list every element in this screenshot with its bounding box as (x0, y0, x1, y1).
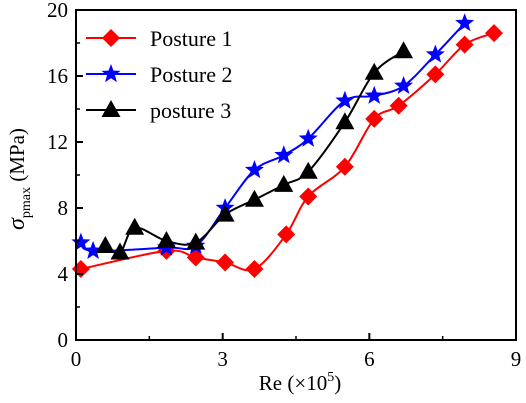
y-axis-title-sub: pmax (19, 187, 34, 218)
series-1-point (365, 109, 384, 128)
y-tick-label: 8 (58, 196, 69, 220)
series-2-point (335, 90, 355, 109)
series-layer (71, 13, 503, 279)
y-axis-title-unit: (MPa) (5, 128, 29, 187)
series-2-point (244, 160, 264, 179)
series-1-point (485, 24, 503, 43)
axis-titles: Re (×105) σpmax (MPa) (4, 128, 341, 395)
y-tick-label: 20 (47, 0, 68, 22)
x-axis-title: Re (×105) (259, 370, 341, 395)
legend-entry-1: Posture 1 (86, 26, 233, 51)
legend: Posture 1 Posture 2 posture 3 (86, 26, 233, 123)
series-3-point (394, 41, 414, 59)
series-3-point (274, 174, 294, 192)
series-2-point (425, 44, 445, 63)
series-1-point (335, 157, 354, 176)
series-1-point (186, 248, 205, 267)
series-3-point (298, 161, 318, 179)
series-3-point (215, 204, 235, 222)
x-tick-label: 6 (364, 347, 375, 371)
x-tick-label: 0 (71, 347, 82, 371)
series-1-point (71, 260, 90, 279)
series-2-point (364, 85, 384, 104)
x-tick-label: 3 (217, 347, 228, 371)
series-1 (71, 24, 503, 279)
y-tick-label: 12 (47, 130, 68, 154)
legend-marker (102, 29, 120, 47)
series-3-point (110, 242, 130, 260)
legend-label: Posture 1 (150, 26, 233, 51)
x-axis-title-close: ) (334, 371, 341, 395)
series-3-point (95, 235, 115, 253)
series-3-point (186, 232, 206, 250)
y-tick-label: 0 (58, 328, 69, 352)
y-axis-title-symbol: σ (4, 217, 30, 230)
y-axis-title: σpmax (MPa) (4, 128, 34, 230)
series-1-point (216, 253, 235, 272)
legend-entry-3: posture 3 (86, 98, 231, 123)
series-3-point (244, 189, 264, 207)
x-axis-title-sup: 5 (327, 370, 334, 385)
series-2-point (298, 128, 318, 147)
series-3 (95, 41, 414, 260)
series-1-point (426, 65, 445, 84)
legend-marker (101, 100, 121, 117)
series-1-point (277, 225, 296, 244)
series-2 (71, 13, 475, 259)
x-axis-title-main: Re (×10 (259, 371, 327, 395)
series-1-point (389, 96, 408, 115)
series-2-point (71, 232, 91, 251)
ticks-layer: 0 3 6 9 0 4 8 12 16 20 (47, 0, 521, 371)
legend-label: posture 3 (150, 98, 231, 123)
series-3-point (156, 231, 176, 248)
legend-marker (101, 64, 121, 83)
series-2-point (394, 75, 414, 94)
series-1-point (455, 35, 474, 54)
series-2-point (83, 240, 103, 259)
legend-entry-2: Posture 2 (86, 62, 233, 87)
series-2-point (455, 13, 475, 32)
series-3-point (335, 112, 355, 130)
legend-label: Posture 2 (150, 62, 233, 87)
series-3-point (364, 62, 384, 80)
series-1-point (245, 260, 264, 279)
y-tick-label: 4 (58, 262, 69, 286)
series-3-point (125, 217, 145, 235)
y-tick-label: 16 (47, 64, 68, 88)
series-1-point (299, 187, 318, 206)
x-tick-label: 9 (511, 347, 522, 371)
series-2-point (274, 145, 294, 164)
